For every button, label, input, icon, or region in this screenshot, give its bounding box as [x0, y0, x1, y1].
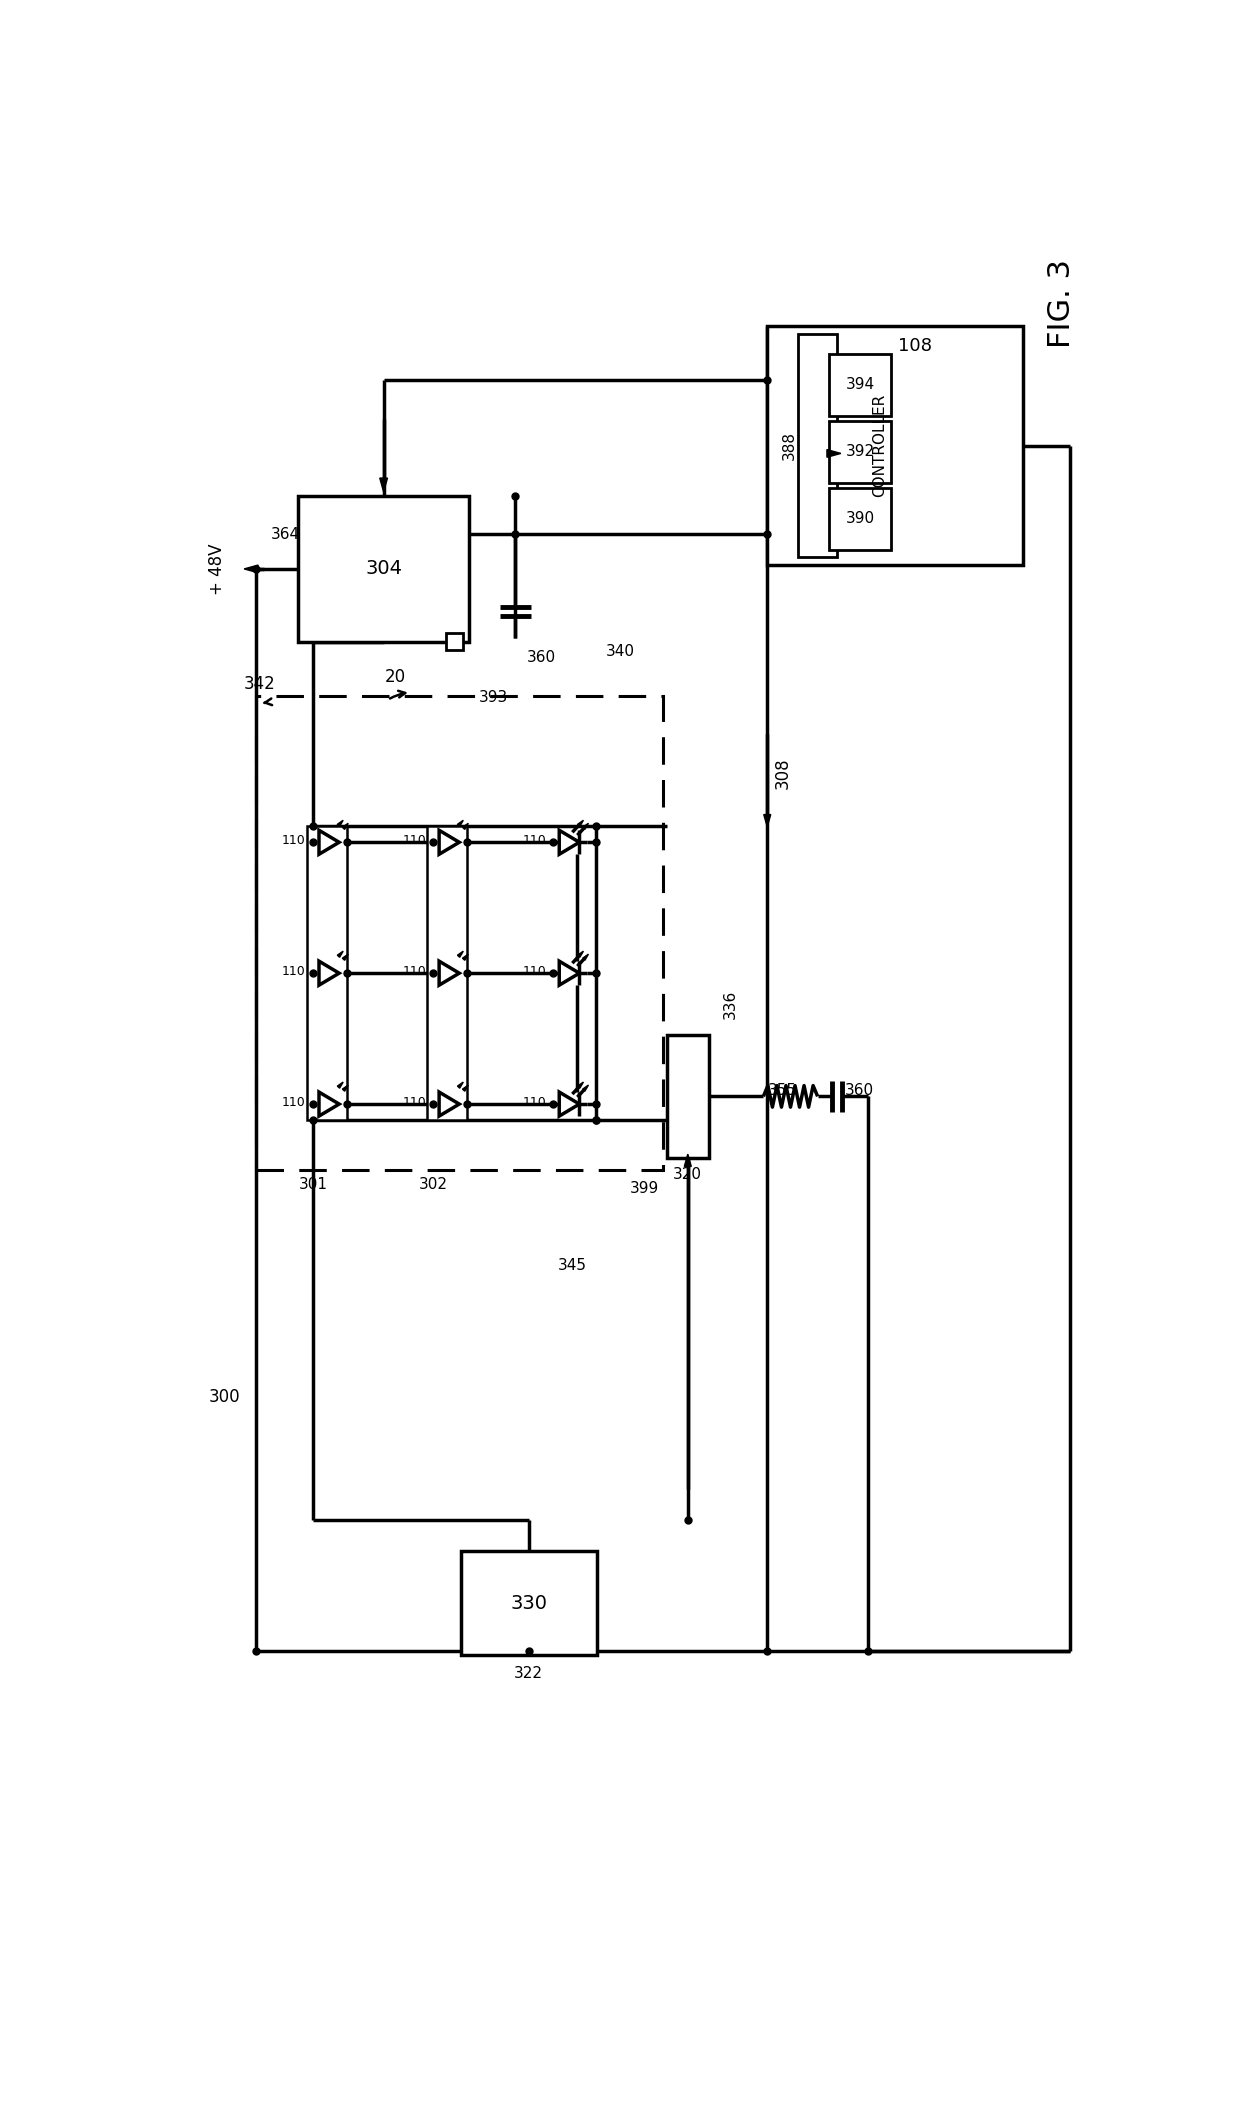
Text: 20: 20	[384, 669, 405, 686]
Polygon shape	[578, 1083, 583, 1089]
Polygon shape	[463, 824, 469, 830]
Text: 393: 393	[479, 690, 508, 705]
Text: 394: 394	[846, 378, 874, 393]
Bar	[445, 633, 463, 650]
Text: 342: 342	[244, 675, 275, 694]
Polygon shape	[559, 1091, 579, 1117]
Bar	[830, 420, 892, 482]
Text: 110: 110	[522, 1095, 546, 1108]
Polygon shape	[337, 1083, 343, 1089]
Polygon shape	[463, 953, 469, 960]
Polygon shape	[559, 830, 579, 853]
Text: 392: 392	[846, 444, 874, 459]
Text: 110: 110	[283, 1095, 306, 1108]
Polygon shape	[583, 824, 589, 830]
Polygon shape	[319, 962, 339, 985]
Bar	[306, 826, 347, 1121]
Text: 110: 110	[283, 964, 306, 979]
Polygon shape	[342, 953, 348, 960]
Polygon shape	[342, 1085, 348, 1091]
Polygon shape	[337, 819, 343, 826]
Bar	[830, 355, 892, 416]
Text: + 48V: + 48V	[208, 543, 226, 594]
Text: 330: 330	[510, 1594, 547, 1613]
Text: 301: 301	[299, 1178, 327, 1193]
Polygon shape	[578, 951, 583, 957]
Polygon shape	[439, 830, 459, 853]
Bar	[427, 826, 467, 1121]
Bar	[830, 488, 892, 550]
Bar	[667, 1034, 709, 1157]
Text: 308: 308	[774, 758, 792, 790]
Text: 345: 345	[558, 1259, 587, 1274]
Text: 364: 364	[272, 527, 300, 541]
Text: 336: 336	[723, 989, 738, 1019]
Polygon shape	[827, 450, 841, 456]
Polygon shape	[559, 962, 579, 985]
Text: 110: 110	[402, 964, 427, 979]
Text: 300: 300	[208, 1388, 241, 1405]
Text: 110: 110	[283, 834, 306, 847]
Text: 110: 110	[402, 834, 427, 847]
Polygon shape	[458, 1083, 464, 1089]
Bar	[299, 497, 469, 641]
Polygon shape	[319, 830, 339, 853]
Polygon shape	[583, 1085, 589, 1091]
Polygon shape	[439, 1091, 459, 1117]
Text: 320: 320	[673, 1168, 702, 1183]
Text: FIG. 3: FIG. 3	[1048, 259, 1076, 348]
Polygon shape	[583, 953, 589, 960]
Text: 399: 399	[630, 1180, 658, 1195]
Bar	[768, 327, 1023, 565]
Polygon shape	[684, 1155, 692, 1166]
Text: 360: 360	[844, 1083, 874, 1098]
Bar	[255, 696, 662, 1170]
Text: 340: 340	[605, 643, 635, 658]
Text: 355: 355	[769, 1083, 797, 1098]
Text: 302: 302	[419, 1178, 448, 1193]
Polygon shape	[379, 478, 387, 493]
Text: 360: 360	[527, 650, 556, 664]
Text: 388: 388	[781, 431, 796, 461]
Text: 108: 108	[898, 338, 931, 355]
Polygon shape	[458, 951, 464, 957]
Polygon shape	[439, 962, 459, 985]
Bar	[461, 1550, 596, 1654]
Text: 110: 110	[522, 834, 546, 847]
Polygon shape	[458, 819, 464, 826]
Bar	[799, 333, 837, 558]
Text: 390: 390	[846, 512, 874, 527]
Text: 322: 322	[515, 1667, 543, 1681]
Text: 304: 304	[365, 560, 402, 577]
Polygon shape	[337, 951, 343, 957]
Text: 110: 110	[402, 1095, 427, 1108]
Polygon shape	[342, 824, 348, 830]
Polygon shape	[244, 565, 258, 573]
Polygon shape	[319, 1091, 339, 1117]
Polygon shape	[463, 1085, 469, 1091]
Polygon shape	[578, 819, 583, 826]
Text: CONTROLLER: CONTROLLER	[872, 395, 887, 497]
Polygon shape	[764, 815, 771, 826]
Text: 110: 110	[522, 964, 546, 979]
